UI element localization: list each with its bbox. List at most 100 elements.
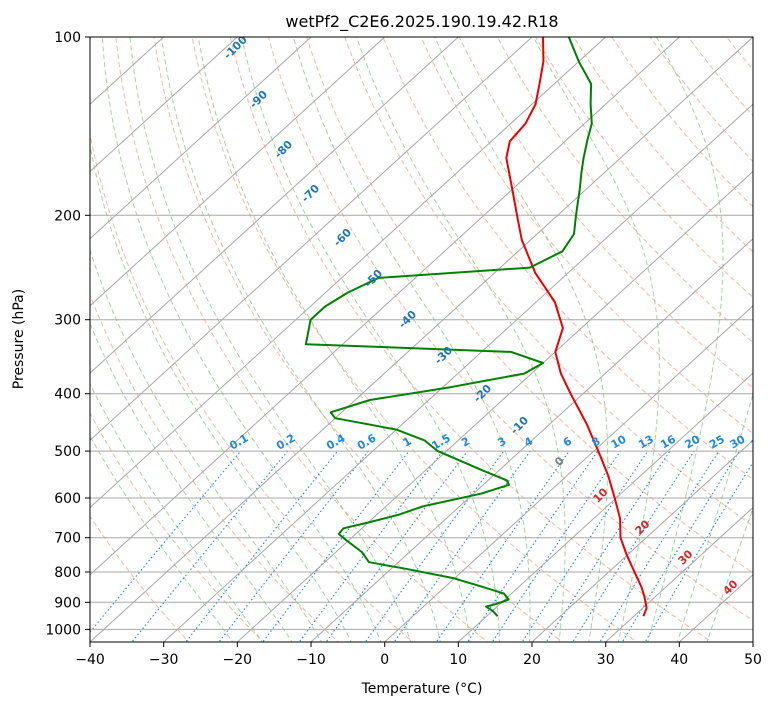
mixing-ratio-line	[90, 450, 242, 633]
dry-adiabat-line	[267, 37, 753, 622]
y-tick-label: 500	[54, 444, 81, 460]
isotherm-line	[90, 37, 460, 374]
y-tick-label: 700	[54, 531, 81, 547]
y-tick-label: 900	[54, 595, 81, 611]
isotherm-label: -80	[272, 138, 295, 161]
dry-adiabat-line	[90, 515, 190, 642]
isotherm-line	[90, 37, 312, 240]
mixing-ratio-line	[298, 450, 444, 642]
mixing-ratio-line	[644, 461, 753, 642]
isotherm-line	[678, 574, 753, 642]
isotherm-label: 40	[721, 577, 741, 597]
isotherm-label: -50	[362, 267, 385, 290]
skewed-isotherms	[90, 37, 753, 642]
isotherm-line	[457, 372, 753, 642]
isotherm-line	[90, 37, 607, 509]
y-tick-label: 1000	[45, 622, 81, 638]
x-tick-label: 40	[670, 652, 688, 668]
mixing-ratio-label: 0.1	[227, 432, 250, 453]
dry-adiabat-line	[420, 37, 753, 435]
moist-adiabats	[90, 37, 753, 642]
dry-adiabat-line	[90, 131, 414, 642]
mixing-ratio-line	[325, 450, 468, 642]
mixing-ratio-label: 1	[401, 435, 414, 450]
isotherm-line	[310, 237, 753, 642]
mixing-ratio-line	[435, 450, 570, 642]
mixing-ratio-line	[545, 450, 671, 642]
mixing-ratio-label: 0.2	[274, 432, 297, 453]
isotherm-label: -70	[299, 182, 322, 205]
dry-adiabat-line	[382, 37, 753, 481]
isotherm-label: 30	[676, 547, 696, 567]
mixing-ratio-label: 25	[707, 433, 727, 452]
isotherm-line	[90, 37, 533, 441]
pressure-gridlines	[90, 37, 753, 630]
y-tick-label: 800	[54, 565, 81, 581]
mixing-ratio-label: 16	[658, 432, 678, 451]
isotherm-line	[604, 506, 753, 642]
y-tick-label: 600	[54, 491, 81, 507]
mixing-ratio-line	[185, 450, 339, 642]
mixing-ratio-line	[621, 450, 740, 642]
mixing-ratio-line	[491, 450, 621, 642]
dry-adiabat-line	[535, 37, 753, 298]
profile-lines	[304, 37, 648, 617]
mixing-ratio-line	[218, 450, 369, 642]
isotherm-line	[90, 37, 753, 642]
dry-adiabat-line	[115, 37, 489, 642]
dry-adiabat-line	[649, 37, 753, 163]
dry-adiabat-line	[725, 37, 753, 71]
y-tick-label: 200	[54, 208, 81, 224]
x-tick-label: −20	[223, 652, 253, 668]
dry-adiabat-line	[754, 24, 775, 645]
plot-area: 0.1 0.2 0.4 0.6 1 1.5 2 3 4 6 8 10 13 16 20 25 30 36-100-…	[90, 24, 775, 645]
moist-adiabat-line	[90, 322, 293, 642]
isotherm-line	[531, 439, 753, 642]
isotherm-label: 0	[552, 454, 567, 469]
x-tick-label: −40	[75, 652, 105, 668]
isotherm-line	[752, 641, 753, 642]
mixing-ratio-lines	[90, 450, 753, 642]
mixing-ratio-label: 30	[728, 432, 748, 451]
mixing-ratio-label: 6	[561, 434, 574, 449]
x-tick-label: −10	[296, 652, 326, 668]
isotherm-line	[90, 37, 386, 307]
x-tick-label: 20	[523, 652, 541, 668]
y-axis-label: Pressure (hPa)	[11, 289, 27, 389]
dewpoint-profile-line	[304, 37, 593, 617]
dry-adiabat-line	[90, 293, 339, 642]
temperature-profile-line	[505, 37, 648, 617]
mixing-ratio-line	[262, 450, 410, 642]
mixing-ratio-label: 1.5	[429, 432, 452, 453]
isotherm-label: -40	[396, 308, 419, 331]
moist-adiabat-line	[356, 37, 566, 642]
mixing-ratio-label: 36	[748, 432, 768, 451]
y-tick-label: 100	[54, 30, 81, 46]
chart-title: wetPf2_C2E6.2025.190.19.42.R18	[285, 12, 558, 32]
isotherm-line	[90, 37, 681, 576]
mixing-ratio-label: 0.4	[324, 431, 348, 452]
moist-adiabat-line	[129, 37, 412, 642]
isotherm-line	[162, 103, 753, 642]
line-labels: 0.1 0.2 0.4 0.6 1 1.5 2 3 4 6 8 10 13 16 20 25 30 36-100-…	[221, 37, 768, 598]
moist-adiabat-line	[90, 248, 323, 642]
x-axis-label: Temperature (°C)	[361, 681, 483, 697]
dry-adiabat-line	[687, 37, 753, 117]
dry-adiabat-line	[229, 37, 713, 642]
x-axis-ticks: −40 −30 −20 −10 0 10 20 30 40 50	[75, 642, 762, 668]
dry-adiabat-line	[496, 37, 753, 344]
dry-adiabat-line	[153, 37, 564, 642]
isotherm-line	[383, 305, 753, 642]
x-tick-label: 50	[744, 652, 762, 668]
y-tick-label: 300	[54, 313, 81, 329]
x-tick-label: 0	[380, 652, 389, 668]
mixing-ratio-line	[572, 450, 695, 642]
x-tick-label: −30	[149, 652, 179, 668]
moist-adiabat-line	[706, 507, 753, 642]
moist-adiabat-line	[90, 382, 264, 642]
plot-frame	[89, 36, 754, 643]
x-tick-label: 10	[449, 652, 467, 668]
dry-adiabat-line	[306, 37, 753, 574]
mixing-ratio-line	[521, 450, 649, 642]
